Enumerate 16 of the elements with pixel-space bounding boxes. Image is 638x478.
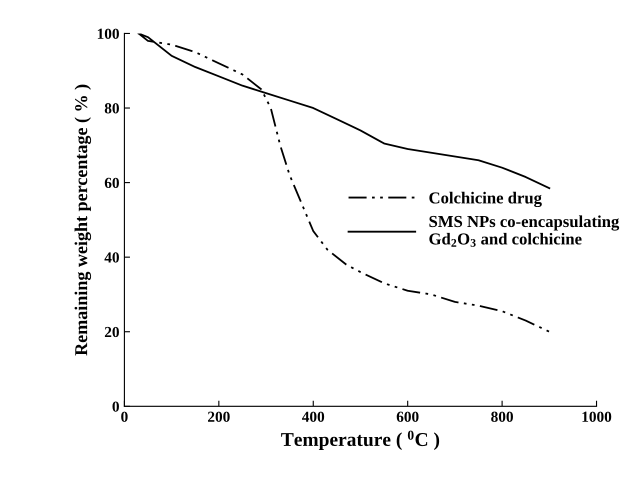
y-tick-label: 40 [104, 252, 119, 263]
x-tick-label: 800 [491, 412, 513, 422]
x-tick-label: 1000 [582, 412, 612, 422]
y-tick-label: 60 [104, 178, 119, 188]
y-tick-label: 0 [112, 401, 119, 412]
x-tick-label: 400 [302, 412, 324, 422]
y-axis-title: Remaining weight percentage ( % ) [74, 84, 92, 356]
x-axis-title: Temperature ( $^{0}$C ) [281, 430, 440, 450]
x-tick-label: 600 [396, 412, 419, 422]
y-tick-label: 80 [104, 103, 119, 114]
y-tick-label: 20 [104, 326, 119, 338]
y-tick-label: 100 [98, 28, 119, 39]
x-tick-label: 200 [208, 412, 230, 422]
legend-label: SMS NPs co-encapsulating Gd$_{2}$O$_{3}$ and colchicine [429, 215, 620, 247]
x-tick-label: 0 [121, 412, 128, 422]
legend-label: Colchicine drug [429, 192, 542, 208]
